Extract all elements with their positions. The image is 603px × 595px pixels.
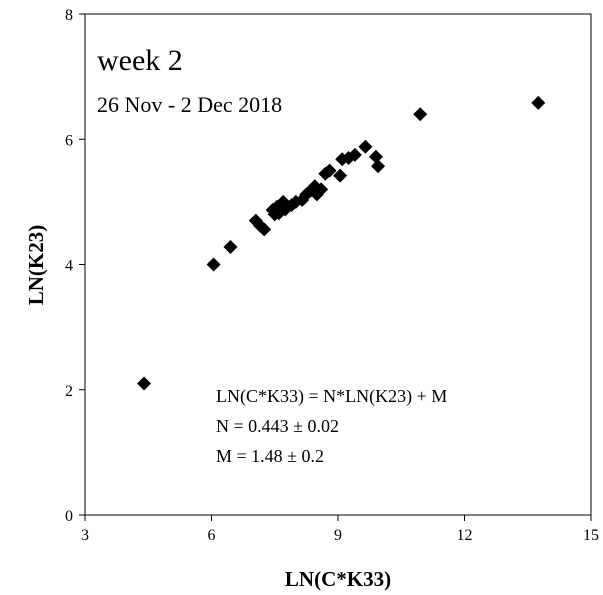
fit-equation: LN(C*K33) = N*LN(K23) + M <box>216 386 447 407</box>
y-tick-label: 6 <box>65 132 73 149</box>
data-point <box>371 159 386 174</box>
y-tick-label: 8 <box>65 7 73 24</box>
data-point <box>333 168 348 183</box>
x-tick-label: 6 <box>208 527 216 544</box>
data-point <box>413 107 428 122</box>
x-tick-label: 15 <box>583 527 599 544</box>
data-point <box>358 139 373 154</box>
x-tick-label: 12 <box>457 527 473 544</box>
x-axis-title: LN(C*K33) <box>285 567 391 591</box>
y-axis-title: LN(K23) <box>24 225 48 306</box>
data-point <box>206 257 221 272</box>
y-tick-label: 2 <box>65 383 73 400</box>
data-point <box>322 163 337 178</box>
fit-n-value: N = 0.443 ± 0.02 <box>216 416 339 436</box>
data-point <box>368 149 383 164</box>
data-point <box>257 222 272 237</box>
x-tick-label: 9 <box>334 527 342 544</box>
data-point <box>314 182 329 197</box>
fit-m-value: M = 1.48 ± 0.2 <box>216 446 324 466</box>
y-tick-label: 4 <box>65 258 73 275</box>
plot-area <box>84 13 592 516</box>
y-tick-label: 0 <box>65 508 73 525</box>
data-point <box>531 95 546 110</box>
data-point <box>223 239 238 254</box>
x-axis-ticks: 3 6 9 12 15 <box>81 515 599 544</box>
data-point <box>347 147 362 162</box>
date-range-label: 26 Nov - 2 Dec 2018 <box>97 92 282 117</box>
week-label: week 2 <box>97 44 183 77</box>
data-points <box>137 95 546 391</box>
y-axis-ticks: 0 2 4 6 8 <box>65 7 85 525</box>
x-tick-label: 3 <box>81 527 89 544</box>
data-point <box>137 376 152 391</box>
